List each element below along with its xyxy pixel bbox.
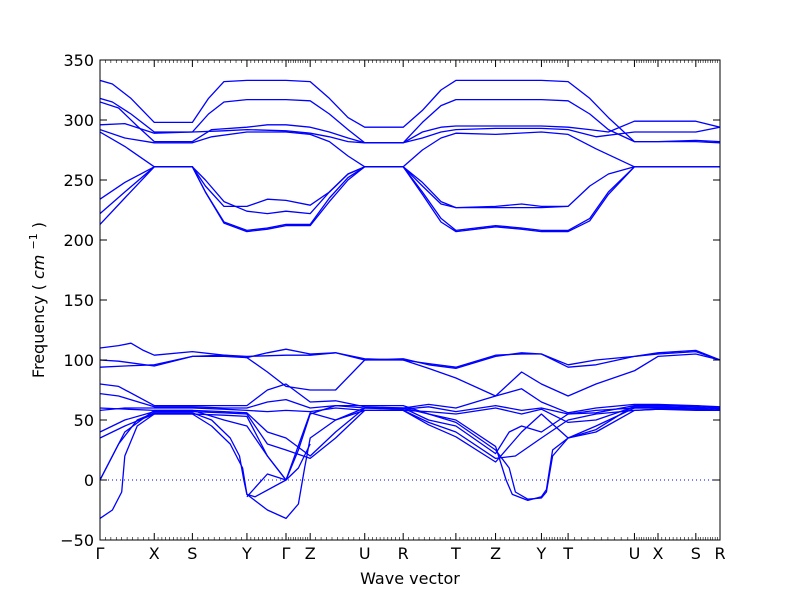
x-tick-label: T (450, 544, 461, 563)
y-tick-label: 150 (63, 291, 94, 310)
y-tick-label: 100 (63, 351, 94, 370)
x-tick-label: X (653, 544, 664, 563)
y-axis-label: Frequency ( cm −1 ) (22, 222, 48, 378)
y-axis-label-text: Frequency (29, 295, 48, 378)
y-axis-label-unit-exp: −1 (27, 233, 40, 249)
band-line-18 (100, 408, 720, 481)
x-tick-label: U (629, 544, 641, 563)
x-tick-label: S (691, 544, 701, 563)
y-tick-label: −50 (60, 531, 94, 550)
x-tick-label: X (149, 544, 160, 563)
series-lines (100, 79, 720, 520)
x-tick-label: U (359, 544, 371, 563)
y-axis-ticks: −50 0 50 100 150 200 250 300 350 (60, 51, 720, 550)
y-axis-label-unit-close: ) (29, 222, 48, 228)
x-tick-label: Y (536, 544, 547, 563)
x-tick-label: Z (305, 544, 316, 563)
x-tick-label: R (714, 544, 725, 563)
x-tick-label: Y (241, 544, 252, 563)
y-tick-label: 0 (84, 471, 94, 490)
band-line-1 (100, 79, 720, 143)
band-line-19 (100, 404, 720, 500)
x-axis-label: Wave vector (360, 569, 460, 588)
x-tick-label: R (398, 544, 409, 563)
band-line-14 (100, 392, 720, 415)
x-tick-label: Γ (282, 544, 291, 563)
y-axis-label-unit: cm (29, 255, 48, 279)
x-tick-label: S (187, 544, 197, 563)
band-line-16 (100, 407, 720, 457)
band-line-4 (100, 122, 720, 144)
x-tick-label: T (562, 544, 573, 563)
band-line-21 (100, 409, 311, 481)
band-line-22 (246, 473, 287, 498)
band-line-20 (100, 407, 720, 520)
y-tick-label: 250 (63, 171, 94, 190)
y-tick-label: 50 (74, 411, 94, 430)
y-tick-label: 300 (63, 111, 94, 130)
y-tick-label: 200 (63, 231, 94, 250)
band-line-9 (100, 166, 635, 233)
y-tick-label: 350 (63, 51, 94, 70)
y-axis-label-unit-open: ( (29, 284, 48, 290)
band-line-12 (100, 353, 720, 397)
x-tick-label: Z (490, 544, 501, 563)
x-tick-label: Γ (96, 544, 105, 563)
band-line-7 (100, 166, 569, 209)
